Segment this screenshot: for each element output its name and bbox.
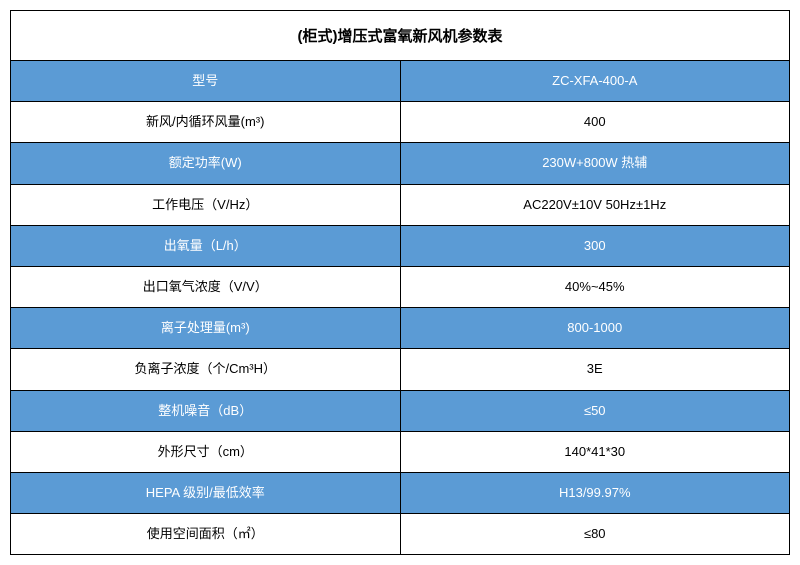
table-row: 外形尺寸（cm） 140*41*30 [11,432,789,473]
param-label: 额定功率(W) [11,143,401,183]
param-value: AC220V±10V 50Hz±1Hz [401,185,790,225]
table-title: (柜式)增压式富氧新风机参数表 [11,11,789,61]
param-value: ZC-XFA-400-A [401,61,790,101]
param-value: 300 [401,226,790,266]
param-value: ≤50 [401,391,790,431]
table-row: HEPA 级别/最低效率 H13/99.97% [11,473,789,514]
table-row: 离子处理量(m³) 800-1000 [11,308,789,349]
param-value: ≤80 [401,514,790,554]
param-value: 800-1000 [401,308,790,348]
table-row: 额定功率(W) 230W+800W 热辅 [11,143,789,184]
param-label: 使用空间面积（㎡） [11,514,401,554]
param-label: HEPA 级别/最低效率 [11,473,401,513]
param-label: 型号 [11,61,401,101]
param-value: 230W+800W 热辅 [401,143,790,183]
param-label: 外形尺寸（cm） [11,432,401,472]
param-value: 140*41*30 [401,432,790,472]
table-row: 负离子浓度（个/Cm³H） 3E [11,349,789,390]
param-label: 出口氧气浓度（V/V） [11,267,401,307]
table-row: 出口氧气浓度（V/V） 40%~45% [11,267,789,308]
table-row: 型号 ZC-XFA-400-A [11,61,789,102]
param-value: H13/99.97% [401,473,790,513]
table-row: 整机噪音（dB） ≤50 [11,391,789,432]
param-label: 新风/内循环风量(m³) [11,102,401,142]
param-value: 400 [401,102,790,142]
param-value: 40%~45% [401,267,790,307]
param-label: 整机噪音（dB） [11,391,401,431]
param-value: 3E [401,349,790,389]
param-label: 工作电压（V/Hz） [11,185,401,225]
table-row: 出氧量（L/h） 300 [11,226,789,267]
spec-table: (柜式)增压式富氧新风机参数表 型号 ZC-XFA-400-A 新风/内循环风量… [10,10,790,555]
table-row: 使用空间面积（㎡） ≤80 [11,514,789,554]
param-label: 出氧量（L/h） [11,226,401,266]
param-label: 负离子浓度（个/Cm³H） [11,349,401,389]
table-row: 工作电压（V/Hz） AC220V±10V 50Hz±1Hz [11,185,789,226]
table-row: 新风/内循环风量(m³) 400 [11,102,789,143]
param-label: 离子处理量(m³) [11,308,401,348]
